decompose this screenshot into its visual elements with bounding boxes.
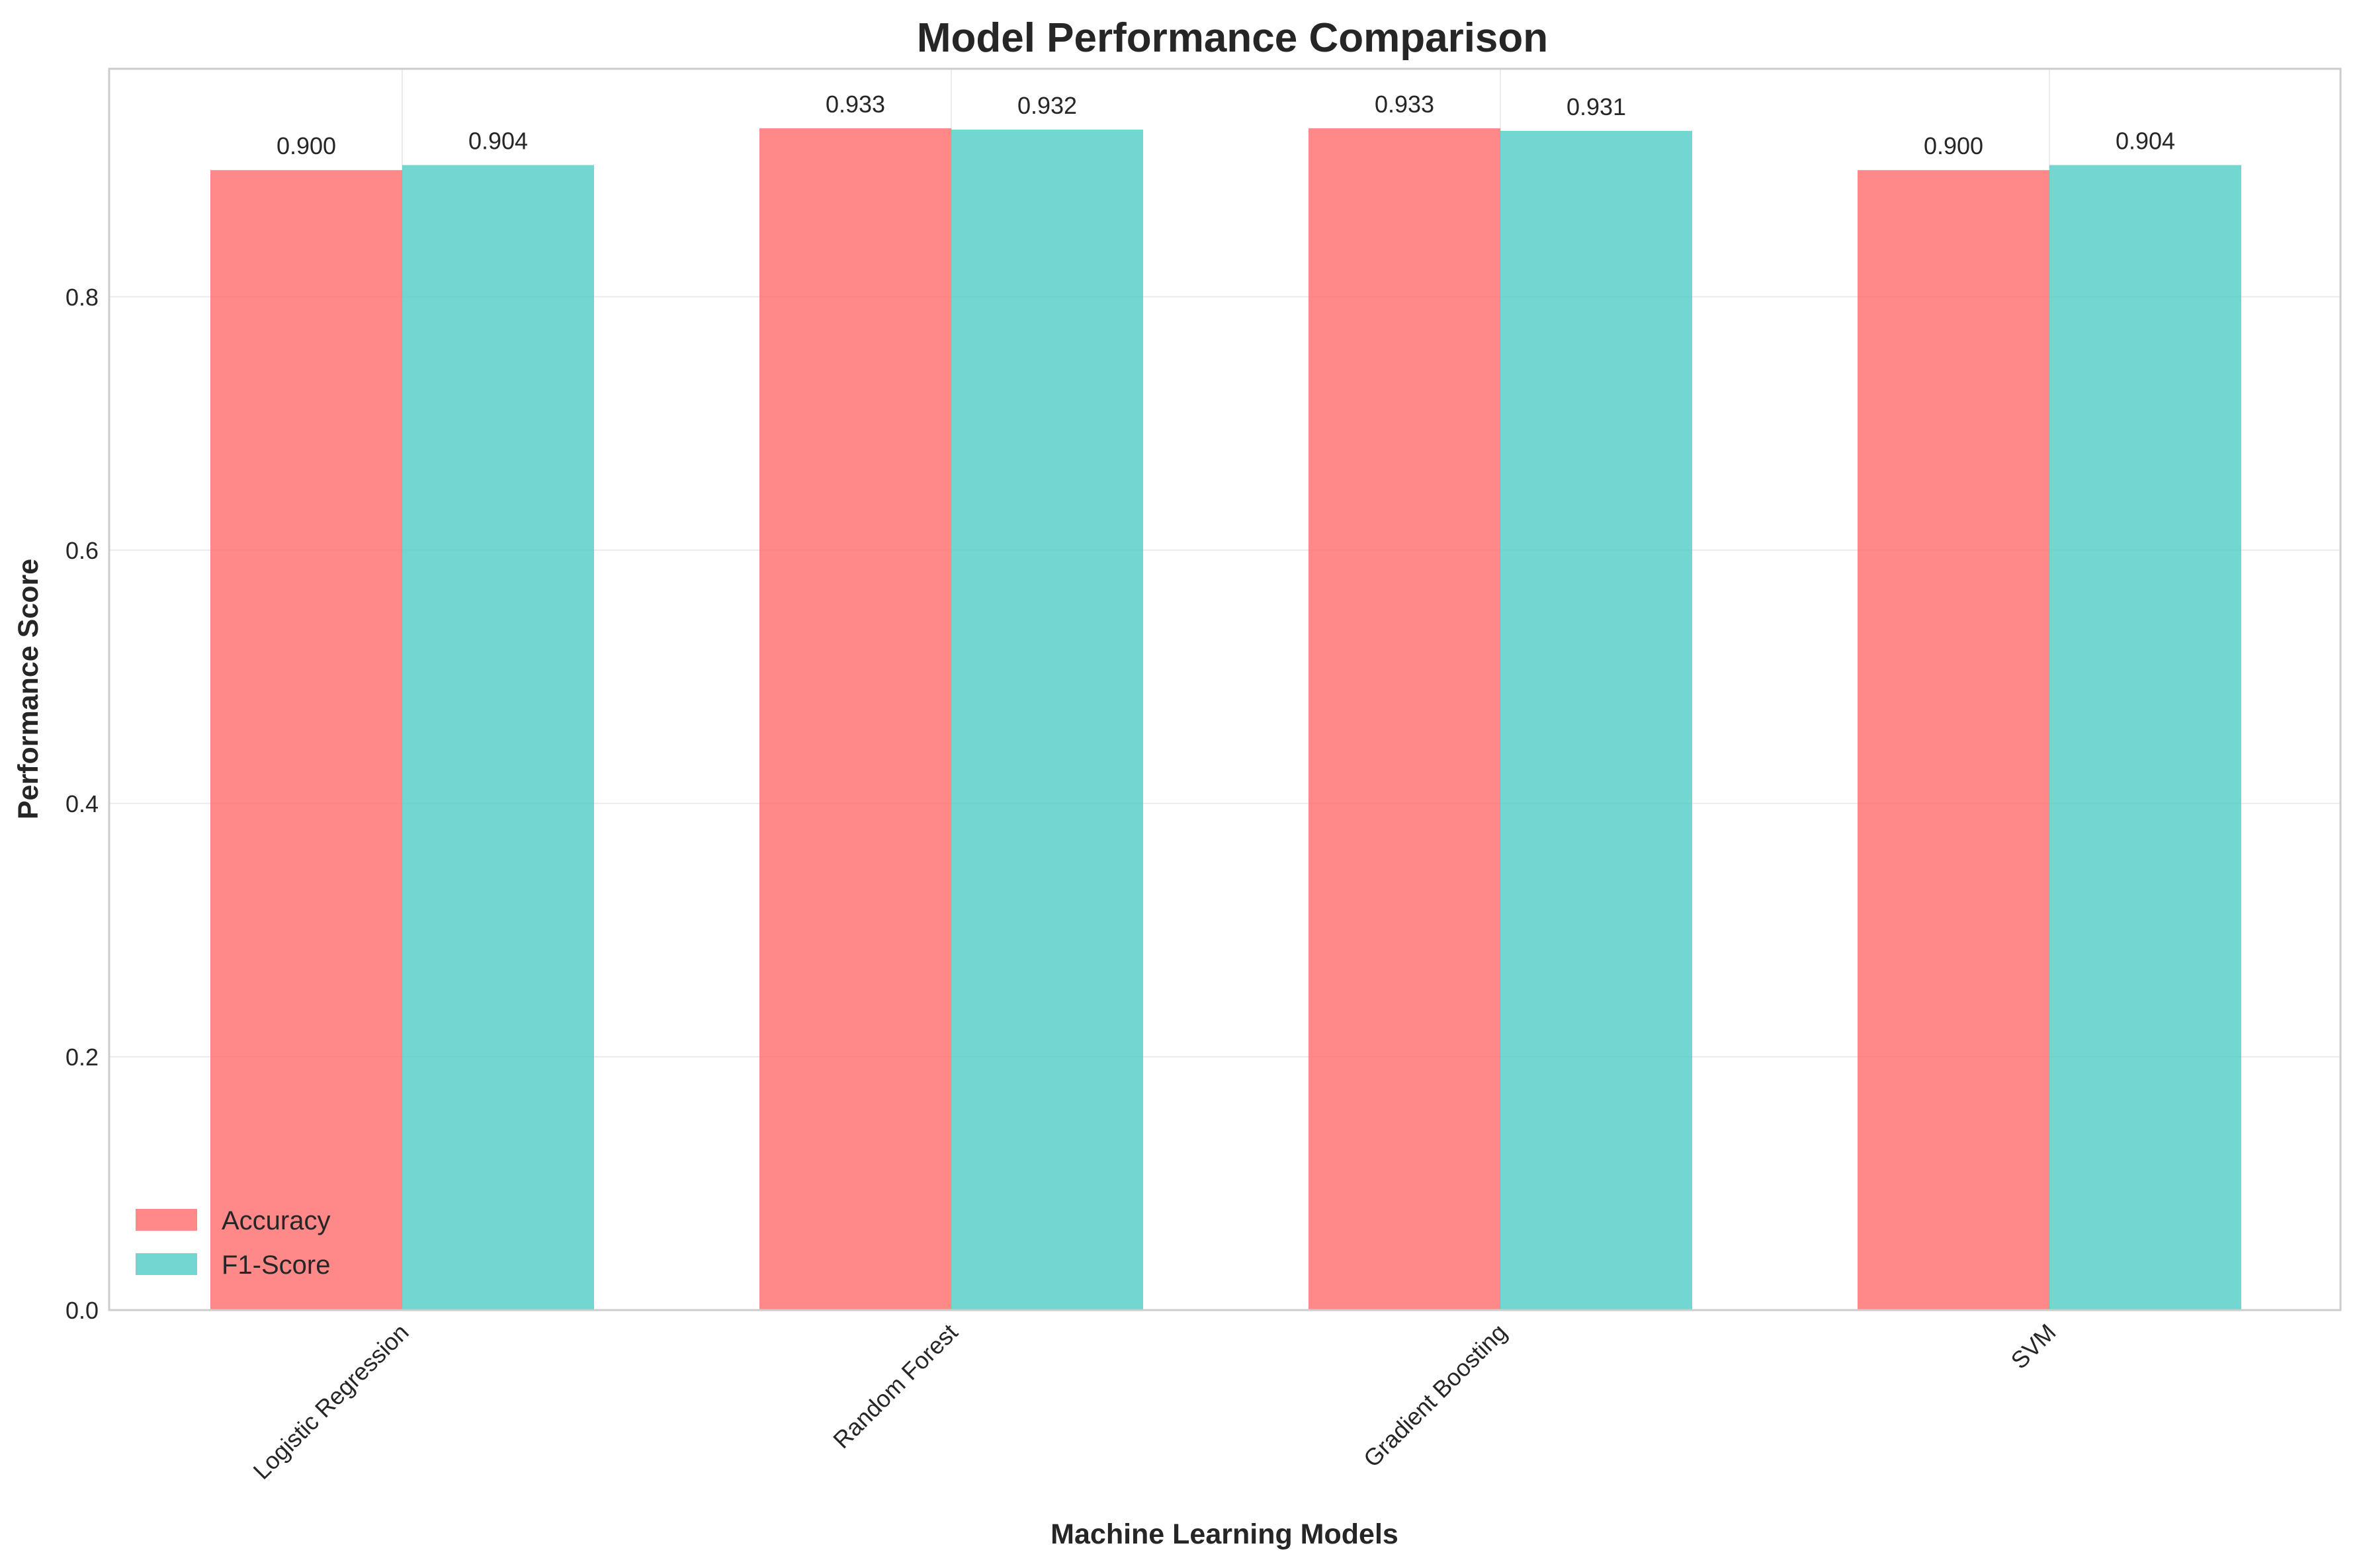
bar-accuracy xyxy=(759,128,951,1310)
bar-f1-score xyxy=(1500,130,1692,1311)
bar-f1-score xyxy=(951,129,1143,1310)
labels-layer: 0.900 0.933 0.933 0.900 0.904 0.932 0.931 0.904 xyxy=(277,91,2175,159)
legend-swatch xyxy=(136,1209,197,1231)
y-tick-label: 0.0 xyxy=(65,1297,99,1324)
x-tick-label: Logistic Regression xyxy=(248,1319,414,1485)
bar-value-label: 0.904 xyxy=(2116,128,2175,155)
bar-f1-score xyxy=(2049,165,2241,1311)
bar-accuracy xyxy=(210,170,402,1310)
y-axis: 0.0 0.2 0.4 0.6 0.8 xyxy=(65,284,99,1324)
y-tick-label: 0.2 xyxy=(65,1044,99,1071)
chart-title: Model Performance Comparison xyxy=(917,15,1548,61)
bar-value-label: 0.933 xyxy=(1375,91,1434,118)
bar-value-label: 0.900 xyxy=(1924,132,1983,159)
y-tick-label: 0.6 xyxy=(65,537,99,564)
legend: Accuracy F1-Score xyxy=(136,1206,331,1280)
x-axis: Logistic Regression Random Forest Gradient… xyxy=(248,1319,2061,1485)
bar-value-label: 0.904 xyxy=(468,128,528,155)
x-tick-label: Gradient Boosting xyxy=(1358,1319,1512,1473)
legend-swatch xyxy=(136,1253,197,1275)
x-tick-label: SVM xyxy=(2006,1319,2061,1374)
bar-value-label: 0.933 xyxy=(826,91,885,118)
bar-value-label: 0.932 xyxy=(1017,92,1077,119)
y-tick-label: 0.4 xyxy=(65,790,99,817)
bar-accuracy xyxy=(1858,170,2049,1310)
bar-value-label: 0.900 xyxy=(277,132,336,159)
y-axis-label: Performance Score xyxy=(13,559,44,819)
x-tick-label: Random Forest xyxy=(828,1319,963,1454)
bar-value-label: 0.931 xyxy=(1567,93,1626,120)
legend-label: Accuracy xyxy=(222,1206,331,1235)
bar-accuracy xyxy=(1309,128,1500,1310)
bars-layer xyxy=(210,128,2241,1311)
legend-label: F1-Score xyxy=(222,1251,331,1280)
bar-f1-score xyxy=(402,165,594,1311)
plot-frame xyxy=(108,67,2342,1311)
x-axis-label: Machine Learning Models xyxy=(1051,1518,1398,1550)
y-tick-label: 0.8 xyxy=(65,284,99,311)
